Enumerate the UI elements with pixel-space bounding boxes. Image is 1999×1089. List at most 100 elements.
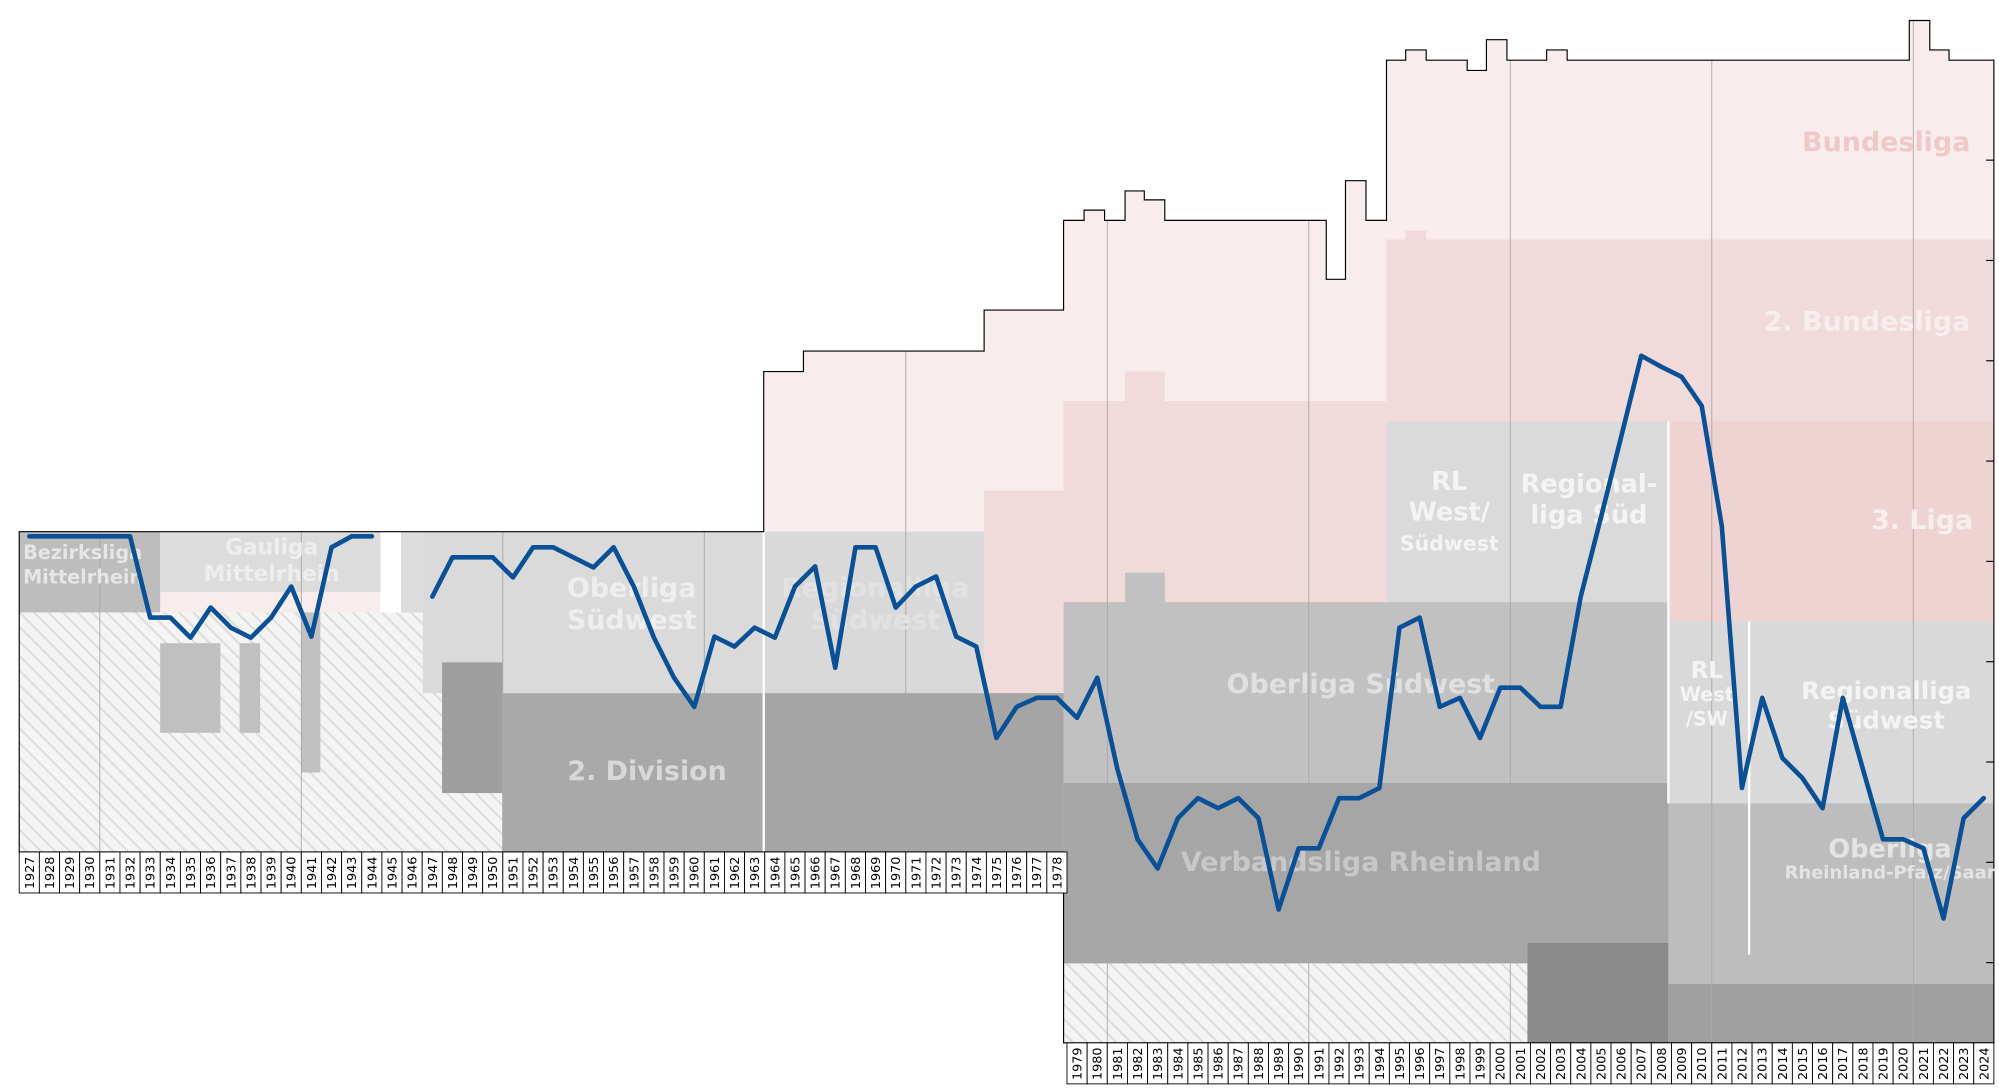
x-tick-label: 1994 xyxy=(1373,1047,1388,1080)
x-tick-label: 2014 xyxy=(1776,1047,1791,1080)
league-label: Gauliga xyxy=(225,535,318,560)
x-tick-label: 1929 xyxy=(63,857,78,890)
x-tick-label: 1958 xyxy=(647,857,662,890)
x-tick-label: 1997 xyxy=(1433,1047,1448,1080)
x-tick-label: 1947 xyxy=(426,857,441,890)
band xyxy=(160,643,221,733)
x-tick-label: 1959 xyxy=(668,857,683,890)
x-tick-label: 1942 xyxy=(325,857,340,890)
x-tick-label: 1962 xyxy=(728,857,743,890)
league-label: West xyxy=(1680,683,1734,706)
x-tick-label: 1938 xyxy=(244,857,259,890)
x-tick-label: 1956 xyxy=(607,857,622,890)
frame xyxy=(18,19,1995,1044)
band xyxy=(239,643,261,733)
x-tick-label: 1987 xyxy=(1232,1047,1247,1080)
x-tick-label: 1965 xyxy=(788,857,803,890)
x-tick-label: 1985 xyxy=(1191,1047,1206,1080)
x-tick-label: 1968 xyxy=(849,857,864,890)
x-tick-label: 1940 xyxy=(285,857,300,890)
x-tick-label: 1941 xyxy=(305,857,320,890)
x-tick-label: 1964 xyxy=(768,857,783,890)
x-tick-label: 1999 xyxy=(1474,1047,1489,1080)
x-tick-label: 1955 xyxy=(587,857,602,890)
league-label: Oberliga Südwest xyxy=(1227,669,1496,700)
x-tick-label: 2000 xyxy=(1494,1047,1509,1080)
x-tick-label: 2006 xyxy=(1615,1047,1630,1080)
x-tick-label: 2022 xyxy=(1937,1047,1952,1080)
league-label: Regionalliga xyxy=(1801,676,1971,705)
x-tick-label: 1927 xyxy=(23,857,38,890)
x-tick-label: 2002 xyxy=(1534,1047,1549,1080)
x-tick-label: 1969 xyxy=(869,857,884,890)
x-tick-label: 1973 xyxy=(950,857,965,890)
band xyxy=(301,612,321,773)
x-tick-label: 1989 xyxy=(1272,1047,1287,1080)
band xyxy=(1125,371,1165,402)
x-tick-label: 1950 xyxy=(486,857,501,890)
x-tick-label: 2024 xyxy=(1977,1047,1992,1080)
x-tick-label: 1998 xyxy=(1453,1047,1468,1080)
x-tick-label: 2008 xyxy=(1655,1047,1670,1080)
x-tick-label: 1943 xyxy=(345,857,360,890)
league-label: Südwest xyxy=(810,605,940,636)
x-tick-label: 2009 xyxy=(1675,1047,1690,1080)
league-label: Bundesliga xyxy=(1802,127,1970,158)
x-tick-label: 1984 xyxy=(1171,1047,1186,1080)
x-tick-label: 1952 xyxy=(527,857,542,890)
x-tick-label: 1988 xyxy=(1252,1047,1267,1080)
league-label: Regional- xyxy=(1521,470,1658,500)
x-tick-label: 1961 xyxy=(708,857,723,890)
x-tick-label: 2019 xyxy=(1877,1047,1892,1080)
x-tick-label: 1932 xyxy=(124,857,139,890)
x-tick-label: 1996 xyxy=(1413,1047,1428,1080)
x-tick-label: 1933 xyxy=(144,857,159,890)
x-tick-label: 2007 xyxy=(1635,1047,1650,1080)
x-tick-label: 1983 xyxy=(1151,1047,1166,1080)
league-label: West/ xyxy=(1408,498,1490,528)
x-tick-label: 1993 xyxy=(1353,1047,1368,1080)
x-tick-label: 1980 xyxy=(1091,1047,1106,1080)
x-tick-label: 1977 xyxy=(1030,857,1045,890)
x-tick-label: 1995 xyxy=(1393,1047,1408,1080)
x-tick-label: 1981 xyxy=(1111,1047,1126,1080)
x-tick-label: 1970 xyxy=(889,857,904,890)
x-tick-label: 1986 xyxy=(1212,1047,1227,1080)
x-tick-label: 1934 xyxy=(164,857,179,890)
x-tick-label: 1963 xyxy=(748,857,763,890)
plot xyxy=(27,353,1987,921)
x-tick-label: 1957 xyxy=(627,857,642,890)
position-line xyxy=(27,353,1987,921)
league-label: Bezirksliga xyxy=(23,541,142,564)
x-tick-label: 1982 xyxy=(1131,1047,1146,1080)
league-label: RL xyxy=(1691,658,1724,684)
league-bands xyxy=(19,20,1994,1043)
x-tick-label: 1954 xyxy=(567,857,582,890)
league-label: Südwest xyxy=(1400,532,1499,556)
x-tick-label: 1971 xyxy=(909,857,924,890)
x-tick-label: 1946 xyxy=(406,857,421,890)
x-tick-label: 1937 xyxy=(224,857,239,890)
x-tick-label: 2021 xyxy=(1917,1047,1932,1080)
x-tick-label: 2017 xyxy=(1836,1047,1851,1080)
x-tick-label: 1974 xyxy=(970,857,985,890)
band xyxy=(1668,983,1994,1043)
league-label: 3. Liga xyxy=(1871,505,1973,536)
x-tick-label: 1966 xyxy=(809,857,824,890)
x-tick-label: 1935 xyxy=(184,857,199,890)
league-label: Südwest xyxy=(567,605,697,636)
band xyxy=(763,693,1064,852)
x-tick-label: 2020 xyxy=(1897,1047,1912,1080)
league-labels: BezirksligaMittelrheinGauligaMittelrhein… xyxy=(23,127,1996,884)
band xyxy=(984,490,1064,694)
band xyxy=(1125,572,1165,603)
league-label: liga Süd xyxy=(1530,500,1647,530)
x-tick-label: 1928 xyxy=(43,857,58,890)
x-tick-label: 1975 xyxy=(990,857,1005,890)
league-label: Mittelrhein xyxy=(204,562,340,587)
x-tick-label: 1951 xyxy=(506,857,521,890)
league-label: Verbandsliga Rheinland xyxy=(1181,847,1541,878)
x-axis: 1927 1928 1929 1930 1931 1932 1933 1934 1935 1936… xyxy=(18,851,1995,1085)
